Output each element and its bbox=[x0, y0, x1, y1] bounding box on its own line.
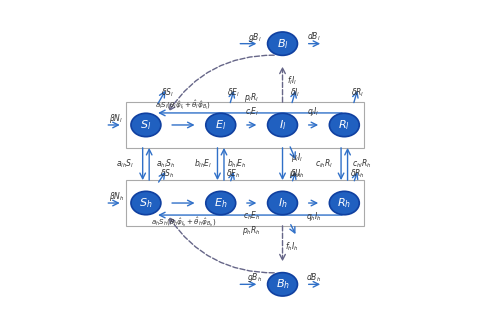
Text: $a_{hl} S_h$: $a_{hl} S_h$ bbox=[156, 158, 176, 170]
Text: $a_h S_h(\theta_h \hat{\varphi}_{I_h} + \hat{\theta}_h \hat{\varphi}_{B_h})$: $a_h S_h(\theta_h \hat{\varphi}_{I_h} + … bbox=[150, 216, 216, 229]
Text: $I_h$: $I_h$ bbox=[278, 196, 287, 210]
Text: $c_l E_l$: $c_l E_l$ bbox=[244, 106, 258, 118]
Text: $E_h$: $E_h$ bbox=[214, 196, 228, 210]
Text: $a_{lh} S_l$: $a_{lh} S_l$ bbox=[116, 158, 134, 170]
Text: $\beta N_h$: $\beta N_h$ bbox=[108, 190, 124, 203]
Text: $\delta R_l$: $\delta R_l$ bbox=[350, 86, 364, 99]
Bar bbox=[126, 180, 364, 226]
Text: $f_h I_h$: $f_h I_h$ bbox=[286, 241, 299, 253]
Bar bbox=[126, 102, 364, 148]
Ellipse shape bbox=[330, 113, 360, 137]
Text: $p_l R_l$: $p_l R_l$ bbox=[244, 91, 260, 104]
Text: $B_l$: $B_l$ bbox=[276, 37, 288, 51]
Ellipse shape bbox=[206, 113, 236, 137]
Text: $\delta E_h$: $\delta E_h$ bbox=[226, 168, 241, 180]
Ellipse shape bbox=[206, 191, 236, 215]
Text: $c_{hl} R_h$: $c_{hl} R_h$ bbox=[352, 158, 372, 170]
Text: $R_h$: $R_h$ bbox=[338, 196, 351, 210]
Ellipse shape bbox=[268, 32, 298, 55]
Text: $B_h$: $B_h$ bbox=[276, 277, 289, 291]
Ellipse shape bbox=[268, 191, 298, 215]
Text: $\delta R_h$: $\delta R_h$ bbox=[350, 168, 365, 180]
Text: $S_l$: $S_l$ bbox=[140, 118, 151, 132]
Text: $R_l$: $R_l$ bbox=[338, 118, 350, 132]
Ellipse shape bbox=[268, 273, 298, 296]
Ellipse shape bbox=[131, 191, 161, 215]
Ellipse shape bbox=[268, 113, 298, 137]
Ellipse shape bbox=[131, 113, 161, 137]
Text: $q_l I_l$: $q_l I_l$ bbox=[308, 106, 320, 118]
Text: $\delta I_h$: $\delta I_h$ bbox=[290, 168, 302, 180]
Ellipse shape bbox=[330, 191, 360, 215]
Text: $g B_h$: $g B_h$ bbox=[248, 271, 262, 284]
Text: $\delta I_l$: $\delta I_l$ bbox=[290, 86, 300, 99]
Text: $c_h E_h$: $c_h E_h$ bbox=[243, 210, 260, 222]
Text: $b_{hl} E_h$: $b_{hl} E_h$ bbox=[227, 158, 247, 170]
Text: $b_{lh} E_l$: $b_{lh} E_l$ bbox=[194, 158, 212, 170]
Text: $E_l$: $E_l$ bbox=[215, 118, 226, 132]
Text: $\beta N_l$: $\beta N_l$ bbox=[110, 112, 124, 125]
Text: $\delta S_h$: $\delta S_h$ bbox=[160, 168, 174, 180]
Text: $\delta S_l$: $\delta S_l$ bbox=[160, 86, 173, 99]
Text: $d B_h$: $d B_h$ bbox=[306, 272, 322, 284]
Text: $\delta E_l$: $\delta E_l$ bbox=[228, 86, 240, 99]
Text: $a_l S_l(\theta_l \hat{\varphi}_{I_l} + \hat{\theta}_l \hat{\varphi}_{B_l})$: $a_l S_l(\theta_l \hat{\varphi}_{I_l} + … bbox=[156, 99, 212, 112]
Text: $S_h$: $S_h$ bbox=[139, 196, 152, 210]
Text: $I_l$: $I_l$ bbox=[279, 118, 286, 132]
Text: $p_h R_h$: $p_h R_h$ bbox=[242, 224, 261, 237]
Text: $q_h I_h$: $q_h I_h$ bbox=[306, 210, 322, 222]
Text: $d B_l$: $d B_l$ bbox=[307, 31, 320, 43]
Text: $\mu_h I_h$: $\mu_h I_h$ bbox=[289, 167, 305, 180]
Text: $c_{lh} R_l$: $c_{lh} R_l$ bbox=[315, 158, 333, 170]
Text: $g B_l$: $g B_l$ bbox=[248, 31, 262, 44]
Text: $f_l I_l$: $f_l I_l$ bbox=[287, 75, 298, 87]
Text: $\mu_l I_l$: $\mu_l I_l$ bbox=[291, 151, 304, 164]
